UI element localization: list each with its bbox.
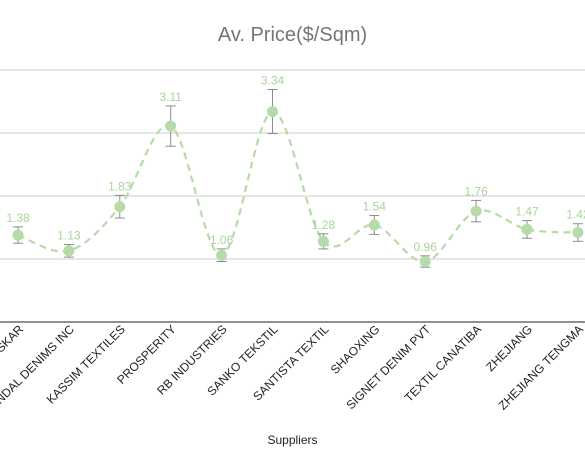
data-point	[165, 120, 177, 132]
data-point	[63, 245, 75, 257]
data-label: 3.34	[261, 74, 285, 88]
data-point	[12, 229, 24, 241]
data-point	[114, 201, 126, 213]
x-tick-label: SKAR	[0, 322, 26, 355]
data-label: 1.54	[363, 200, 387, 214]
data-point	[267, 106, 278, 118]
data-point	[216, 249, 228, 261]
x-axis-title: Suppliers	[267, 433, 318, 447]
data-label: 3.11	[159, 90, 182, 104]
chart-title: Av. Price($/Sqm)	[217, 24, 368, 46]
data-label: 1.83	[108, 179, 132, 193]
series-line	[17, 110, 578, 263]
data-point	[572, 227, 584, 239]
data-label: 1.42	[566, 208, 585, 222]
data-label: 1.06	[210, 233, 234, 247]
x-tick-label: ZHEJIANG TENGMA	[496, 322, 585, 412]
data-point	[368, 219, 380, 231]
data-point	[521, 223, 533, 235]
data-label: 1.28	[312, 218, 336, 232]
x-tick-label: SIGNET DENIM PVT	[343, 322, 433, 412]
data-point	[419, 256, 431, 268]
data-point	[317, 235, 329, 247]
data-label: 1.76	[464, 184, 488, 198]
data-label: 1.47	[515, 205, 539, 219]
data-point	[470, 205, 482, 217]
x-tick-label: ZHEJIANG	[483, 322, 535, 374]
data-label: 0.96	[414, 240, 438, 254]
data-label: 1.38	[6, 211, 30, 225]
data-label: 1.13	[57, 229, 81, 243]
x-tick-label: SHAOXING	[328, 322, 383, 377]
